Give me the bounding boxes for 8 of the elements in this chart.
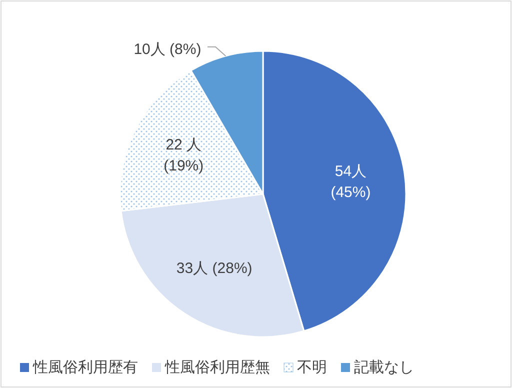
legend-label: 性風俗利用歴無: [164, 359, 270, 376]
legend-label: 性風俗利用歴有: [32, 359, 138, 376]
data-label: 54人 (45%): [330, 163, 371, 202]
data-label: 22 人 (19%): [164, 136, 204, 174]
data-label: 10人 (8%): [134, 40, 202, 58]
legend-label: 不明: [297, 359, 327, 376]
data-label: 33人 (28%): [176, 260, 252, 278]
legend-label: 記載なし: [354, 359, 414, 376]
